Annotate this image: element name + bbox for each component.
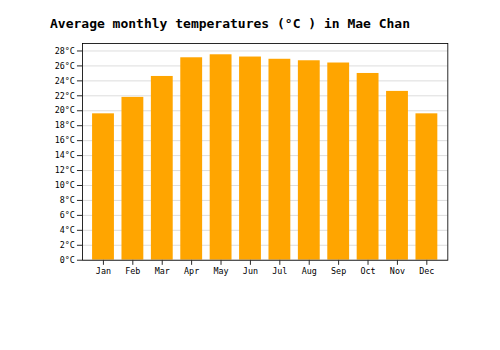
svg-text:Oct: Oct [360, 266, 375, 276]
svg-text:May: May [213, 266, 228, 276]
svg-text:8°C: 8°C [60, 195, 75, 205]
svg-text:0°C: 0°C [60, 255, 75, 265]
svg-text:4°C: 4°C [60, 225, 75, 235]
svg-text:28°C: 28°C [55, 46, 75, 56]
svg-text:6°C: 6°C [60, 210, 75, 220]
svg-text:Dec: Dec [419, 266, 434, 276]
svg-text:20°C: 20°C [55, 105, 75, 115]
html-text:Average monthly temperatures (: Average monthly temperatures (°C ) in Ma… [50, 16, 410, 31]
svg-text:2°C: 2°C [60, 240, 75, 250]
svg-text:Sep: Sep [331, 266, 346, 276]
svg-text:Jul: Jul [272, 266, 287, 276]
svg-text:Mar: Mar [155, 266, 170, 276]
svg-text:22°C: 22°C [55, 90, 75, 100]
svg-text:Jan: Jan [96, 266, 111, 276]
svg-text:24°C: 24°C [55, 76, 75, 86]
svg-text:Nov: Nov [390, 266, 405, 276]
svg-text:Aug: Aug [302, 266, 317, 276]
svg-text:18°C: 18°C [55, 120, 75, 130]
svg-text:12°C: 12°C [55, 165, 75, 175]
svg-text:16°C: 16°C [55, 135, 75, 145]
svg-text:Jun: Jun [243, 266, 258, 276]
svg-text:10°C: 10°C [55, 180, 75, 190]
svg-text:14°C: 14°C [55, 150, 75, 160]
svg-text:26°C: 26°C [55, 61, 75, 71]
svg-text:Apr: Apr [184, 266, 199, 276]
svg-text:Feb: Feb [125, 266, 140, 276]
